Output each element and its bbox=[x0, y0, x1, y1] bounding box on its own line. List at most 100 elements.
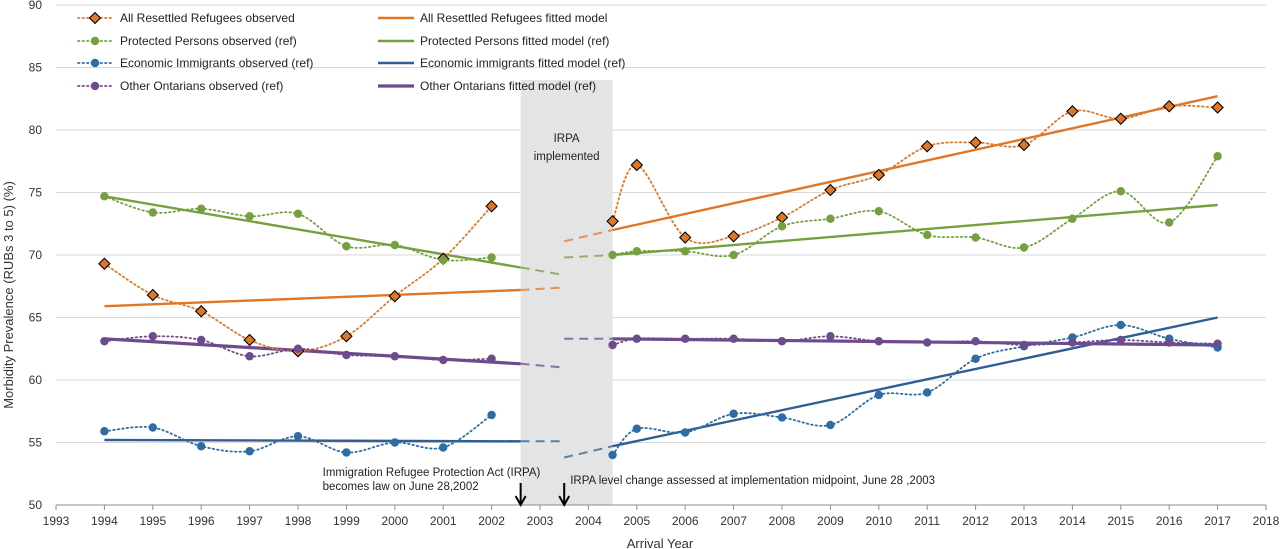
projection-dash bbox=[564, 254, 613, 259]
data-point bbox=[872, 168, 886, 182]
data-point bbox=[293, 432, 303, 441]
data-point bbox=[98, 257, 111, 271]
data-point bbox=[487, 410, 496, 420]
legend-entry: Protected Persons observed (ref) bbox=[120, 34, 297, 48]
x-tick-label: 2008 bbox=[769, 514, 796, 528]
data-point bbox=[100, 337, 109, 346]
data-point bbox=[606, 214, 619, 228]
legend-entry: All Resettled Refugees observed bbox=[120, 11, 295, 25]
data-point bbox=[1116, 320, 1126, 330]
fitted-line-pre bbox=[104, 288, 521, 308]
data-point bbox=[729, 409, 738, 418]
x-tick-label: 1993 bbox=[43, 514, 70, 528]
y-tick-label: 65 bbox=[29, 311, 43, 325]
projection-dash bbox=[563, 445, 613, 459]
observed-line bbox=[103, 205, 493, 353]
y-tick-label: 70 bbox=[29, 248, 43, 262]
annotation-text: IRPA level change assessed at implementa… bbox=[570, 475, 935, 487]
data-point bbox=[1165, 338, 1174, 347]
x-tick-label: 1998 bbox=[285, 514, 312, 528]
irpa-label-line2: implemented bbox=[534, 151, 600, 163]
x-tick-label: 2012 bbox=[962, 514, 989, 528]
irpa-label-line1: IRPA bbox=[554, 133, 580, 145]
y-tick-label: 75 bbox=[29, 186, 43, 200]
x-tick-label: 2007 bbox=[720, 514, 747, 528]
legend-marker bbox=[90, 81, 100, 91]
fitted-line-post bbox=[612, 95, 1218, 232]
data-point bbox=[1066, 104, 1079, 118]
data-point bbox=[608, 250, 617, 260]
data-point bbox=[1213, 339, 1222, 348]
data-point bbox=[245, 212, 254, 221]
irpa-shaded-band bbox=[520, 80, 613, 505]
data-point bbox=[342, 242, 351, 251]
fitted-line-pre bbox=[104, 337, 521, 366]
data-point bbox=[197, 335, 206, 345]
fitted-line-post bbox=[612, 203, 1218, 257]
data-point bbox=[1213, 152, 1222, 161]
x-tick-label: 2016 bbox=[1156, 514, 1183, 528]
data-point bbox=[608, 340, 617, 350]
legend-marker bbox=[88, 11, 102, 25]
gridlines bbox=[56, 4, 1266, 443]
observed-lines bbox=[98, 99, 1224, 460]
data-point bbox=[632, 424, 641, 433]
data-point bbox=[971, 337, 980, 346]
x-tick-label: 2000 bbox=[381, 514, 408, 528]
data-point bbox=[681, 334, 690, 343]
data-point bbox=[293, 209, 303, 218]
y-tick-label: 80 bbox=[29, 123, 43, 137]
fitted-line-pre bbox=[104, 195, 521, 269]
x-tick-label: 1997 bbox=[236, 514, 263, 528]
fitted-lines bbox=[104, 95, 1218, 459]
data-point bbox=[485, 199, 498, 213]
data-point bbox=[729, 250, 738, 260]
x-tick-label: 2002 bbox=[478, 514, 505, 528]
legend-entry: Economic immigrants fitted model (ref) bbox=[420, 56, 625, 70]
x-tick-label: 2010 bbox=[865, 514, 892, 528]
data-point bbox=[824, 183, 837, 197]
data-point bbox=[727, 229, 740, 243]
data-point bbox=[1116, 335, 1126, 345]
legend: All Resettled Refugees observed Protected… bbox=[77, 11, 625, 93]
data-point bbox=[390, 240, 399, 250]
observed-line bbox=[611, 155, 1219, 258]
data-point bbox=[969, 136, 982, 149]
y-axis-label: Morbidity Prevalence (RUBs 3 to 5) (%) bbox=[1, 181, 16, 409]
data-point bbox=[826, 420, 835, 430]
x-tick-label: 2011 bbox=[914, 514, 940, 528]
counterfactual-dash bbox=[520, 266, 565, 276]
legend-entry: Other Ontarians observed (ref) bbox=[120, 79, 283, 93]
data-point bbox=[487, 354, 496, 363]
data-point bbox=[388, 289, 402, 303]
data-point bbox=[874, 390, 883, 400]
x-tick-label: 2004 bbox=[575, 514, 602, 528]
data-point bbox=[194, 304, 208, 318]
x-tick-label: 2013 bbox=[1011, 514, 1038, 528]
data-point bbox=[777, 222, 787, 231]
y-tick-label: 90 bbox=[29, 0, 43, 12]
data-point bbox=[146, 288, 160, 302]
data-point bbox=[777, 413, 787, 422]
data-point bbox=[923, 338, 932, 347]
legend-entry: Other Ontarians fitted model (ref) bbox=[420, 79, 596, 93]
legend-entry: Protected Persons fitted model (ref) bbox=[420, 34, 609, 48]
data-point bbox=[342, 350, 351, 360]
data-point bbox=[681, 428, 690, 437]
x-tick-label: 2014 bbox=[1059, 514, 1086, 528]
x-tick-label: 2009 bbox=[817, 514, 844, 528]
annotation-arrowhead bbox=[558, 495, 571, 508]
data-point bbox=[293, 344, 303, 353]
data-point bbox=[148, 423, 157, 432]
data-point bbox=[826, 214, 835, 223]
data-point bbox=[632, 247, 641, 256]
data-point bbox=[1068, 214, 1077, 223]
legend-entry: Economic Immigrants observed (ref) bbox=[120, 56, 313, 70]
x-axis-label: Arrival Year bbox=[627, 536, 694, 549]
data-point bbox=[1019, 243, 1029, 252]
data-point bbox=[608, 450, 617, 460]
counterfactual-dash bbox=[520, 286, 565, 291]
data-point bbox=[826, 332, 835, 341]
data-point bbox=[148, 208, 157, 217]
annotation-text: Immigration Refugee Protection Act (IRPA… bbox=[323, 467, 541, 479]
